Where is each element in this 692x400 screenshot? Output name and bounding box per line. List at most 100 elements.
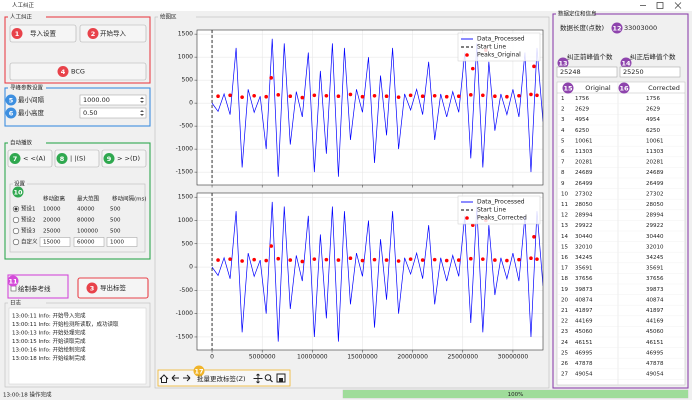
autoplay-group (4, 142, 151, 260)
preset-value: 10000 (43, 207, 61, 213)
peak-point (384, 258, 389, 262)
peak-point (529, 92, 533, 97)
radio-button[interactable] (12, 238, 20, 246)
table-cell: 32010 (575, 244, 593, 250)
spin-up[interactable] (140, 110, 144, 112)
peak-point (481, 257, 485, 261)
table-cell: 46151 (575, 340, 593, 346)
legend-label: Start Line (477, 207, 506, 214)
spin-down[interactable] (140, 114, 144, 116)
table-cell: 29922 (646, 223, 664, 229)
autoplay-button[interactable] (7, 149, 53, 168)
peak-point (324, 257, 329, 262)
autoplay-button[interactable] (101, 149, 147, 168)
field-label: 数据长度(点数) (560, 23, 604, 32)
table-cell: 40874 (575, 297, 593, 303)
zoom-icon-handle (269, 379, 273, 383)
count-input[interactable] (619, 66, 681, 78)
table-cell: 46151 (646, 340, 664, 346)
peak-point (269, 244, 274, 248)
peak-point (468, 256, 473, 261)
x-tick-label: 0 (210, 354, 214, 361)
autoplay-button[interactable] (54, 149, 100, 168)
badge-number: 4 (61, 68, 66, 76)
badge (9, 153, 21, 164)
toolbar-label[interactable]: 批量更改标签(Z) (197, 374, 246, 383)
log-line: 13:00:15 Info: 开始读取完成 (12, 337, 86, 345)
peak-point (312, 93, 317, 98)
x-tick-label: 30000000 (498, 354, 529, 361)
y-tick-label: 1500 (178, 31, 193, 38)
home-icon[interactable] (159, 374, 169, 383)
group-title-bg (8, 14, 46, 20)
maximize-button[interactable] (656, 2, 664, 9)
window-title: 人工纠正 (12, 2, 35, 9)
field-value: 33003000 (624, 24, 657, 32)
field-label: 纠正前峰值个数 (567, 52, 613, 61)
group-title-bg (8, 85, 46, 91)
table-cell: 11303 (646, 149, 664, 155)
table-cell: 29922 (575, 223, 593, 229)
spin-up[interactable] (140, 97, 144, 99)
peak-point (336, 258, 341, 262)
y-tick-label: 0 (189, 264, 193, 271)
y-tick-label: -1500 (176, 333, 194, 340)
badge (86, 282, 98, 294)
start-import-button[interactable] (79, 24, 147, 43)
row-index: 18 (561, 276, 568, 282)
back-icon[interactable] (171, 374, 179, 382)
input-value: 25250 (623, 68, 644, 76)
table-cell: 47878 (575, 361, 593, 367)
peak-point (432, 93, 437, 98)
row-index: 3 (561, 117, 565, 123)
row-index: 17 (561, 266, 568, 272)
pan-icon[interactable] (253, 373, 263, 384)
badge (193, 365, 205, 377)
data-line (211, 38, 543, 177)
button-label: BCG (71, 68, 85, 76)
import-settings-button[interactable] (9, 24, 77, 43)
peak-point (408, 93, 413, 98)
custom-input[interactable] (73, 237, 105, 247)
zoom-icon[interactable] (264, 374, 272, 381)
legend-label: Peaks_Original (477, 52, 521, 59)
badge (557, 57, 569, 69)
bcg-button[interactable] (9, 62, 147, 81)
table-cell: 34245 (646, 255, 664, 261)
row-index: 5 (561, 138, 565, 144)
button-label: < <(A) (23, 155, 45, 163)
peak-point (348, 92, 353, 97)
radio-button[interactable] (12, 227, 20, 235)
badge (57, 66, 69, 77)
reference-checkbox[interactable] (10, 285, 17, 292)
preset-value: 15000 (43, 240, 61, 246)
badge (5, 107, 17, 119)
number-input[interactable] (79, 94, 147, 106)
peak-point (529, 256, 533, 261)
spin-down[interactable] (140, 101, 144, 103)
number-input[interactable] (79, 107, 147, 119)
peak-point (420, 258, 425, 262)
peak-point (493, 94, 497, 99)
close-button[interactable] (674, 2, 682, 9)
forward-icon[interactable] (183, 374, 191, 382)
settings-header: 移动距离 (43, 195, 66, 203)
peak-point (535, 257, 539, 261)
peak-point (408, 257, 413, 261)
checkbox-label: 绘制参考线 (18, 284, 51, 293)
y-tick-label: -1000 (176, 310, 194, 317)
row-index: 27 (561, 372, 568, 378)
row-index: 4 (561, 128, 565, 134)
peak-point (444, 94, 449, 99)
count-input[interactable] (556, 66, 618, 78)
export-button[interactable] (77, 277, 149, 299)
peak-point (517, 93, 521, 98)
settings-header: 移动间隔(ms) (112, 195, 147, 203)
custom-input[interactable] (39, 237, 71, 247)
x-tick-label: 10000000 (297, 354, 328, 361)
badge (620, 57, 632, 69)
custom-input[interactable] (106, 237, 138, 247)
radio-button[interactable] (12, 216, 20, 224)
log-line: 13:00:11 Info: 开始检测所读取，成功读取 (12, 320, 119, 328)
table-cell: 40874 (646, 297, 664, 303)
